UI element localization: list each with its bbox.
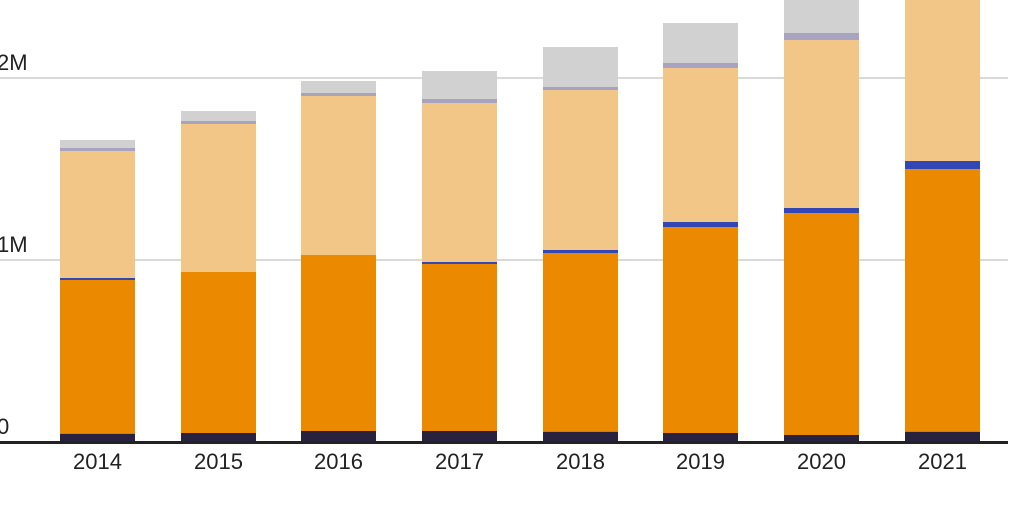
bar-2017 xyxy=(422,0,497,442)
bar-segment-segment-4-blue xyxy=(422,261,497,264)
bar-segment-segment-5-light-orange xyxy=(784,40,859,208)
x-tick-label: 2016 xyxy=(314,449,363,474)
bar-segment-segment-1-dark-navy xyxy=(905,431,980,442)
bar-segment-segment-5-light-orange xyxy=(905,0,980,161)
gridline xyxy=(0,259,1008,261)
bar-segment-segment-5-light-orange xyxy=(301,96,376,255)
bar-2021 xyxy=(905,0,980,442)
bar-segment-segment-7-light-gray xyxy=(301,81,376,94)
gridline xyxy=(0,77,1008,79)
x-tick-label: 2014 xyxy=(73,449,122,474)
bar-segment-segment-2-gray-thin xyxy=(543,431,618,432)
y-tick-label: 2M xyxy=(0,50,28,75)
bar-segment-segment-5-light-orange xyxy=(181,124,256,272)
x-tick-label: 2017 xyxy=(435,449,484,474)
x-tick-label: 2021 xyxy=(918,449,967,474)
y-tick-label: 0 xyxy=(0,414,10,439)
bar-segment-segment-3-orange xyxy=(543,253,618,432)
bar-2018 xyxy=(543,0,618,442)
bar-segment-segment-5-light-orange xyxy=(422,103,497,262)
bar-segment-segment-4-blue xyxy=(60,278,135,281)
bar-2019 xyxy=(663,0,738,442)
bar-segment-segment-6-purple-gray xyxy=(422,98,497,104)
bar-segment-segment-4-blue xyxy=(905,160,980,169)
bar-2014 xyxy=(60,0,135,442)
x-tick-label: 2019 xyxy=(676,449,725,474)
bar-segment-segment-6-purple-gray xyxy=(301,93,376,97)
bar-segment-segment-7-light-gray xyxy=(181,110,256,122)
bar-2015 xyxy=(181,0,256,442)
bar-segment-segment-1-dark-navy xyxy=(784,434,859,442)
bar-segment-segment-6-purple-gray xyxy=(543,87,618,90)
bar-segment-segment-3-orange xyxy=(784,212,859,435)
x-tick-label: 2018 xyxy=(556,449,605,474)
y-tick-label: 1M xyxy=(0,232,28,257)
bar-segment-segment-3-orange xyxy=(301,254,376,432)
bar-2020 xyxy=(784,0,859,442)
x-axis-baseline xyxy=(0,441,1008,444)
bar-segment-segment-3-orange xyxy=(663,227,738,433)
bar-segment-segment-1-dark-navy xyxy=(301,431,376,442)
bar-segment-segment-6-purple-gray xyxy=(784,33,859,41)
bar-segment-segment-5-light-orange xyxy=(663,67,738,223)
bar-segment-segment-1-dark-navy xyxy=(422,431,497,442)
bar-segment-segment-2-gray-thin xyxy=(60,433,135,434)
bar-segment-segment-6-purple-gray xyxy=(181,121,256,125)
bar-segment-segment-3-orange xyxy=(60,280,135,434)
bar-segment-segment-3-orange xyxy=(181,271,256,433)
bar-segment-segment-4-blue xyxy=(543,250,618,254)
bar-segment-segment-6-purple-gray xyxy=(60,148,135,151)
bar-segment-segment-7-light-gray xyxy=(60,140,135,149)
bar-segment-segment-1-dark-navy xyxy=(60,433,135,442)
bar-segment-segment-2-gray-thin xyxy=(905,431,980,432)
bar-segment-segment-5-light-orange xyxy=(60,150,135,279)
bar-2016 xyxy=(301,0,376,442)
bar-segment-segment-7-light-gray xyxy=(543,47,618,88)
bar-segment-segment-1-dark-navy xyxy=(181,432,256,442)
bar-segment-segment-6-purple-gray xyxy=(663,62,738,68)
bar-segment-segment-1-dark-navy xyxy=(543,431,618,442)
bar-segment-segment-4-blue xyxy=(663,222,738,228)
bar-segment-segment-3-orange xyxy=(422,263,497,432)
bar-segment-segment-5-light-orange xyxy=(543,90,618,251)
bar-segment-segment-7-light-gray xyxy=(663,22,738,63)
bar-segment-segment-1-dark-navy xyxy=(663,432,738,442)
bar-segment-segment-4-blue xyxy=(784,207,859,213)
x-tick-label: 2015 xyxy=(194,449,243,474)
bar-segment-segment-7-light-gray xyxy=(784,0,859,34)
bar-segment-segment-7-light-gray xyxy=(422,70,497,99)
x-tick-label: 2020 xyxy=(797,449,846,474)
bar-segment-segment-3-orange xyxy=(905,169,980,432)
